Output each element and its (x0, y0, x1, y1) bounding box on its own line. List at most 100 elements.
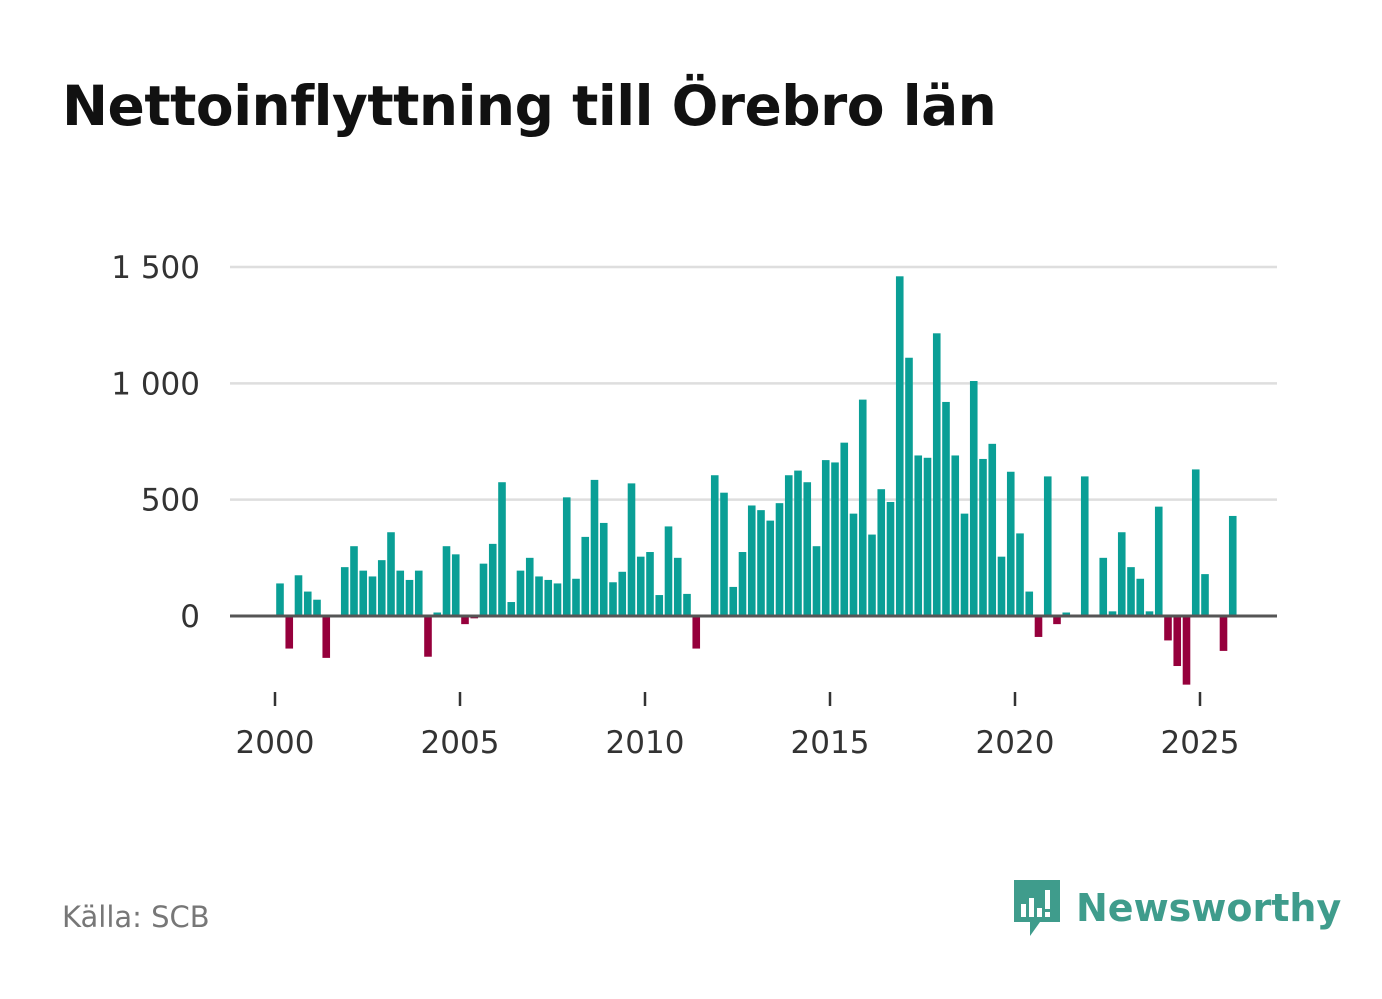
x-tick-label: 2015 (791, 725, 870, 761)
bar-positive (609, 582, 617, 616)
brand-name: Newsworthy (1076, 886, 1342, 930)
bar-positive (747, 505, 756, 616)
bar-positive (775, 503, 784, 616)
bar-positive (479, 563, 488, 616)
bar-positive (313, 599, 321, 616)
bar-positive (1062, 612, 1071, 616)
bar-positive (1154, 506, 1163, 616)
bar-positive (673, 557, 682, 616)
bar-positive (414, 570, 423, 616)
bar-positive (858, 399, 867, 616)
bar-negative (285, 616, 294, 649)
bar-positive (914, 455, 923, 616)
bar-positive (831, 462, 839, 616)
bar-positive (572, 578, 580, 616)
bar-positive (905, 357, 913, 616)
bar-positive (646, 552, 654, 616)
bar-positive (350, 546, 358, 616)
bar-negative (1219, 616, 1228, 651)
brand-logo[interactable]: Newsworthy (1012, 878, 1341, 938)
bar-positive (738, 552, 747, 616)
bar-positive (1145, 611, 1154, 616)
bar-positive (803, 482, 812, 616)
bar-positive (525, 557, 534, 616)
bar-positive (794, 470, 802, 616)
bar-positive (720, 492, 728, 616)
x-tick-label: 2025 (1161, 725, 1240, 761)
bar-positive (1108, 611, 1117, 616)
bar-negative (1182, 616, 1191, 685)
bar-positive (729, 586, 738, 616)
bar-positive (599, 522, 608, 616)
bar-positive (1228, 515, 1237, 616)
bar-positive (840, 442, 849, 616)
bar-positive (294, 575, 303, 616)
bar-positive (969, 381, 978, 616)
bar-positive (757, 510, 765, 616)
bar-positive (1136, 578, 1145, 616)
bar-positive (303, 591, 312, 616)
bar-positive (498, 482, 506, 616)
bar-positive (516, 570, 525, 616)
bar-positive (1080, 476, 1089, 616)
bar-positive (590, 479, 599, 616)
bar-positive (442, 546, 451, 616)
bar-positive (812, 546, 821, 616)
bar-positive (1127, 567, 1135, 616)
bar-positive (960, 513, 969, 616)
bar-positive (886, 501, 895, 616)
chart-title: Nettoinflyttning till Örebro län (62, 74, 997, 138)
bar-negative (692, 616, 701, 649)
bar-positive (562, 497, 571, 616)
bar-positive (507, 602, 516, 616)
bar-positive (1025, 591, 1034, 616)
newsworthy-logo-icon (1014, 880, 1060, 936)
bar-positive (636, 556, 645, 616)
bar-positive (581, 536, 590, 616)
bar-negative (1173, 616, 1182, 667)
bar-positive (821, 460, 830, 616)
bar-positive (877, 489, 886, 616)
bar-negative (1034, 616, 1043, 637)
bar-positive (1016, 533, 1024, 616)
bar-positive (664, 526, 673, 616)
bar-positive (683, 593, 691, 616)
source-label: Källa: SCB (62, 900, 210, 934)
x-tick-label: 2000 (236, 725, 315, 761)
bar-positive (895, 276, 904, 616)
bar-negative (1164, 616, 1172, 641)
bar-positive (932, 333, 941, 616)
bar-positive (433, 612, 442, 616)
bar-positive (849, 513, 858, 616)
bar-positive (997, 556, 1006, 616)
bar-negative (424, 616, 432, 657)
bar-positive (1099, 557, 1108, 616)
bar-positive (377, 560, 386, 616)
bar-positive (951, 455, 960, 616)
bar-positive (923, 457, 932, 616)
y-tick-label: 1 000 (111, 366, 200, 402)
bar-positive (396, 570, 405, 616)
y-tick-label: 0 (180, 599, 200, 635)
bars (276, 276, 1237, 685)
bar-positive (1191, 469, 1200, 616)
y-tick-label: 500 (141, 483, 200, 519)
bar-positive (1201, 574, 1209, 616)
bar-negative (461, 616, 469, 625)
bar-negative (322, 616, 331, 658)
bar-positive (405, 579, 414, 616)
bar-positive (618, 571, 627, 616)
x-tick-label: 2005 (421, 725, 500, 761)
bar-positive (868, 534, 876, 616)
bar-positive (368, 576, 377, 616)
x-tick-label: 2010 (606, 725, 685, 761)
bar-positive (784, 475, 793, 616)
bar-positive (359, 570, 368, 616)
bar-positive (988, 443, 997, 616)
bar-positive (942, 401, 950, 616)
bar-negative (1053, 616, 1061, 625)
bar-positive (340, 567, 349, 616)
bar-positive (544, 579, 553, 616)
bar-positive (553, 583, 562, 616)
